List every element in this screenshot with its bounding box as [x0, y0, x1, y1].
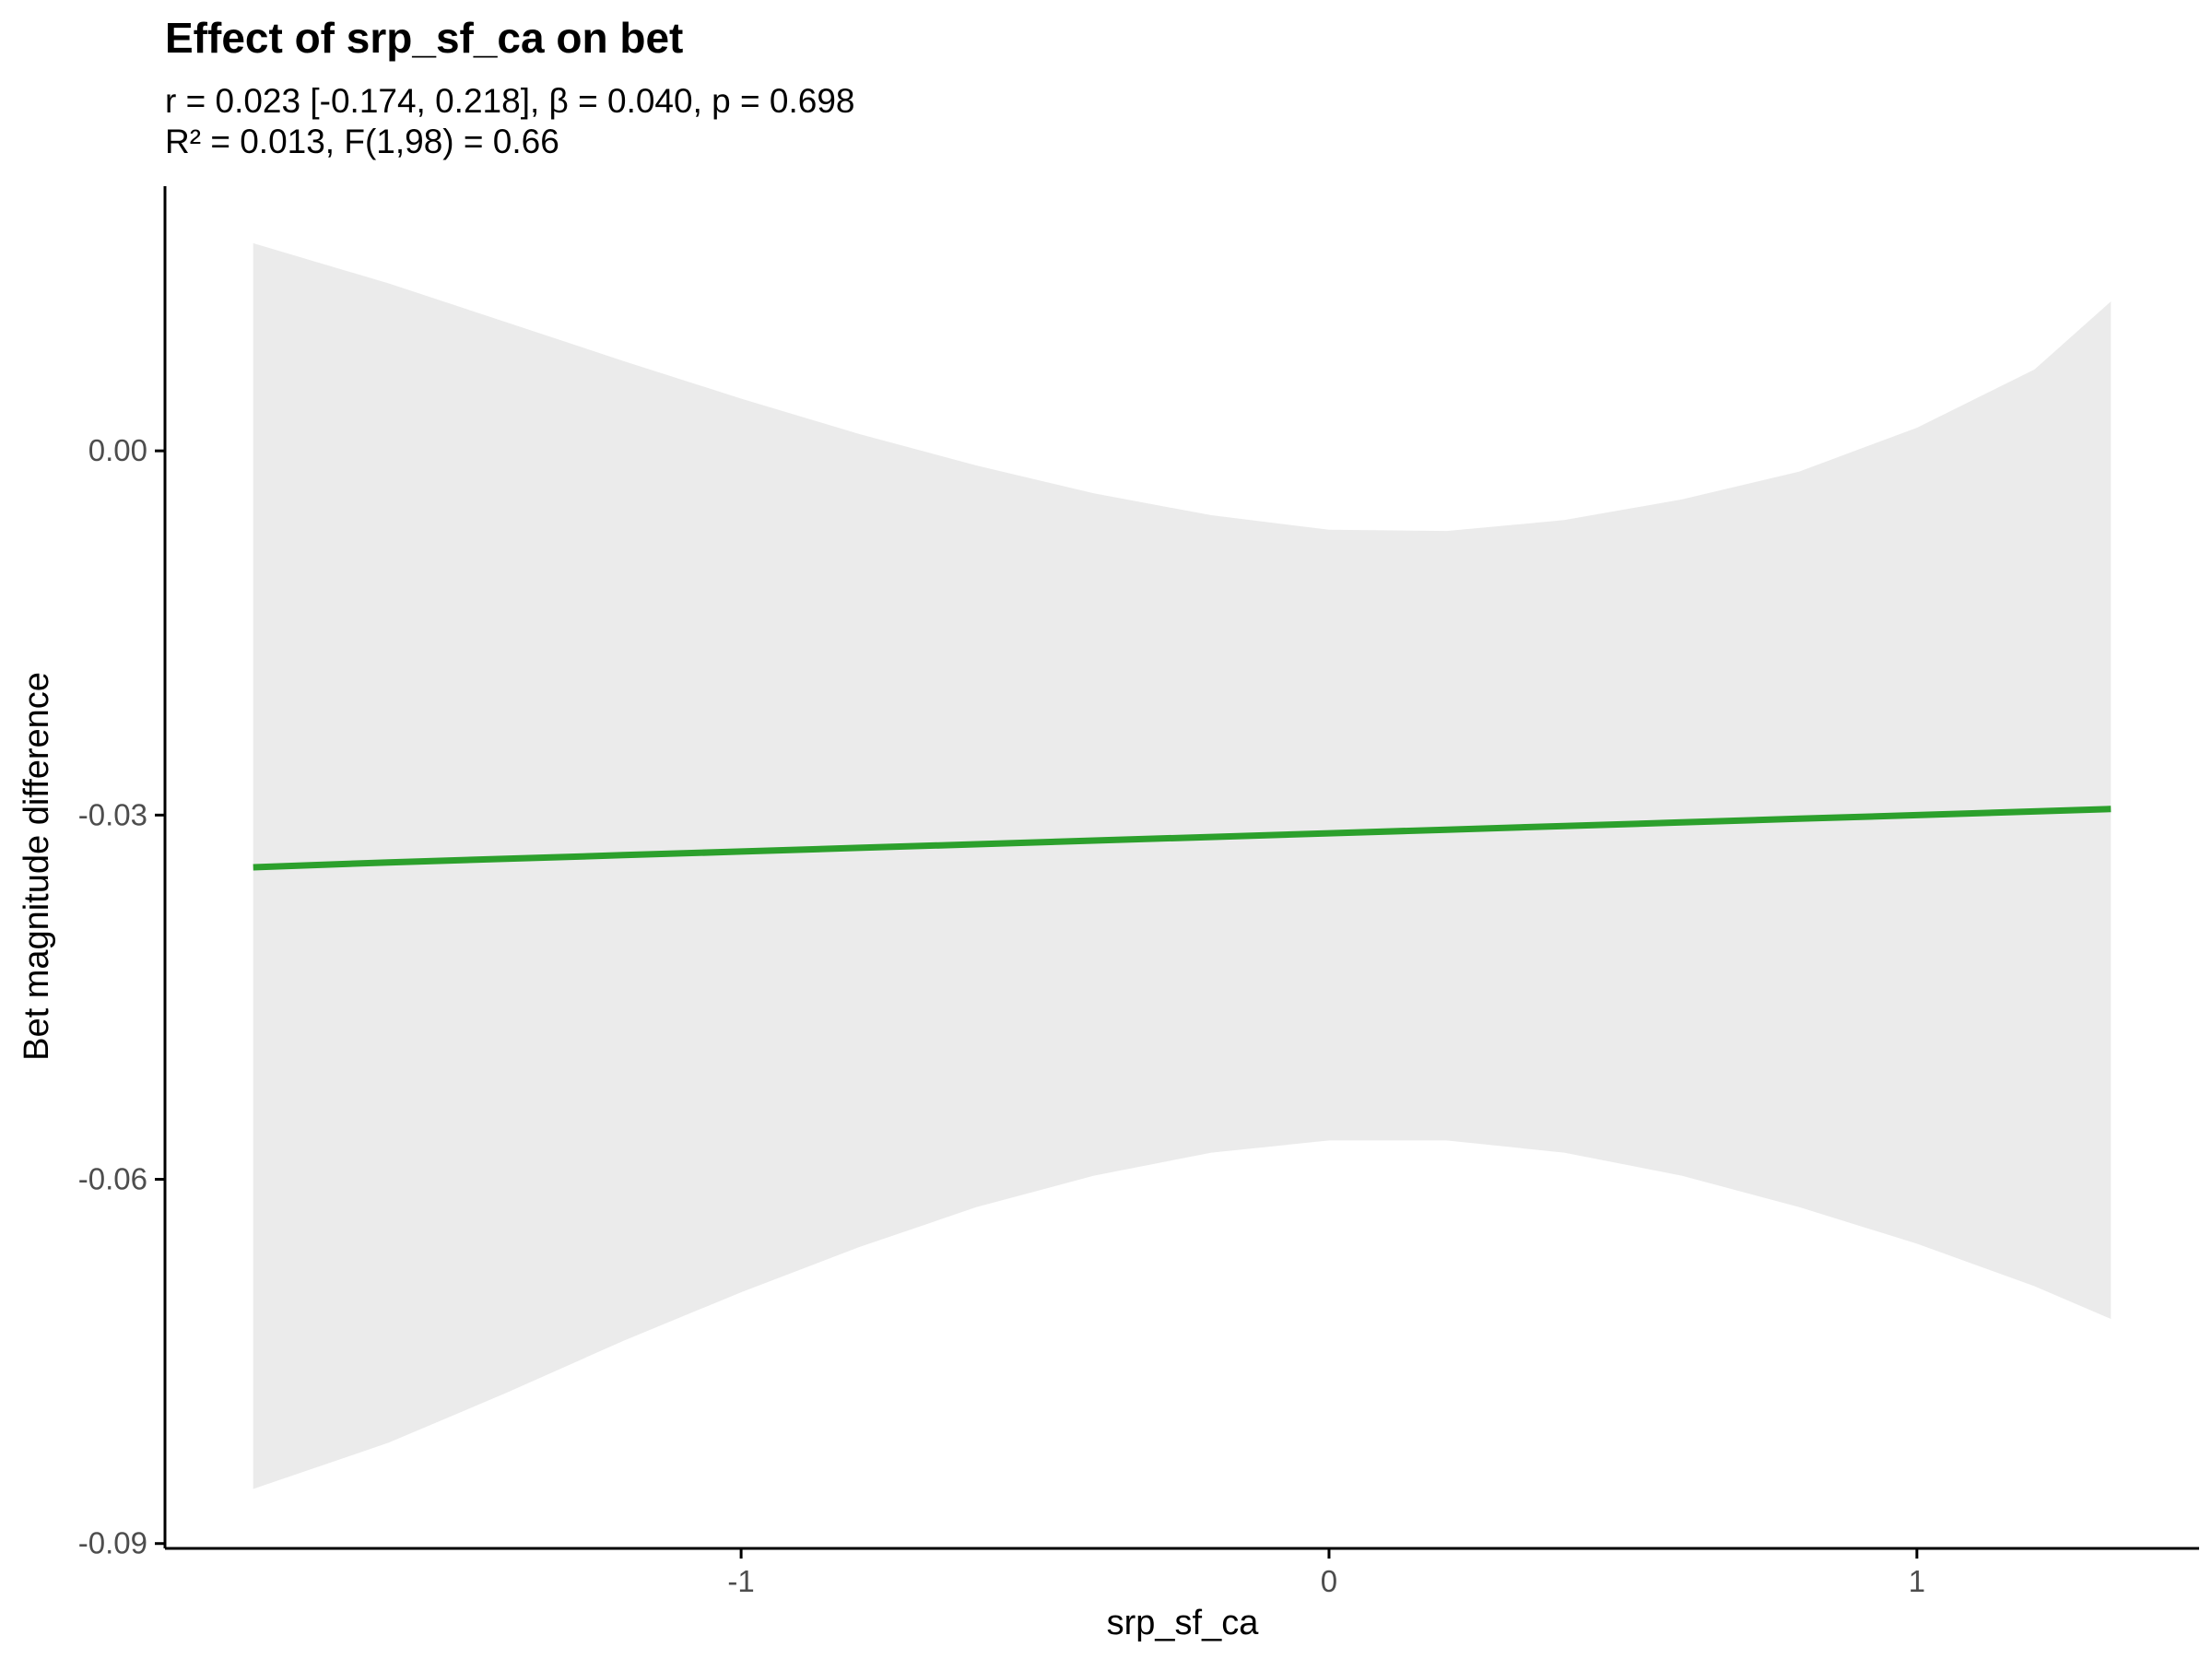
- x-tick-label: 0: [1321, 1564, 1337, 1598]
- chart-title: Effect of srp_sf_ca on bet: [165, 14, 683, 62]
- y-tick-label: -0.03: [78, 797, 147, 831]
- x-tick-label: 1: [1909, 1564, 1925, 1598]
- regression-line-0: [253, 806, 2112, 871]
- y-tick-label: 0.00: [88, 433, 147, 467]
- confidence-band-0: [253, 242, 2112, 1489]
- plot-area: 0.00 -0.03 -0.06 -0.09 -1 0 1: [78, 186, 2199, 1598]
- chart-subtitle-line-2: R² = 0.013, F(1,98) = 0.66: [165, 123, 559, 160]
- x-axis-title: srp_sf_ca: [1107, 1604, 1260, 1642]
- y-tick-label: -0.06: [78, 1162, 147, 1196]
- chart-subtitle-line-1: r = 0.023 [-0.174, 0.218], β = 0.040, p …: [165, 82, 854, 120]
- x-tick-label: -1: [727, 1564, 754, 1598]
- y-tick-label: -0.09: [78, 1526, 147, 1560]
- y-axis-title: Bet magnitude difference: [18, 672, 56, 1061]
